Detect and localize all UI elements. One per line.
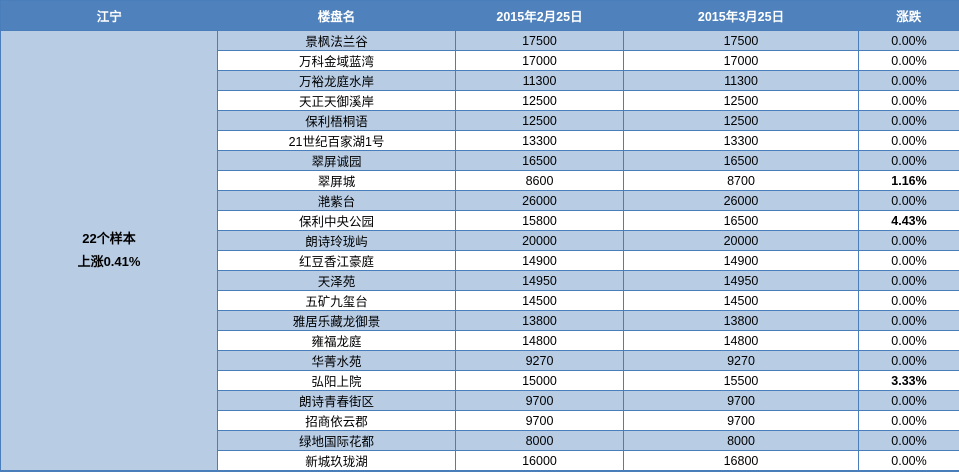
property-name-cell: 天泽苑: [218, 271, 456, 291]
price-feb-cell: 20000: [456, 231, 624, 251]
price-feb-cell: 15000: [456, 371, 624, 391]
header-change: 涨跌: [859, 1, 959, 31]
price-feb-cell: 14900: [456, 251, 624, 271]
price-feb-cell: 17500: [456, 31, 624, 51]
change-cell: 0.00%: [859, 151, 959, 171]
property-name-cell: 景枫法兰谷: [218, 31, 456, 51]
price-mar-cell: 14950: [624, 271, 859, 291]
change-cell: 0.00%: [859, 231, 959, 251]
price-feb-cell: 9700: [456, 391, 624, 411]
change-cell: 0.00%: [859, 31, 959, 51]
property-name-cell: 绿地国际花都: [218, 431, 456, 451]
price-mar-cell: 17000: [624, 51, 859, 71]
price-mar-cell: 20000: [624, 231, 859, 251]
price-feb-cell: 12500: [456, 91, 624, 111]
change-cell: 0.00%: [859, 191, 959, 211]
change-cell: 3.33%: [859, 371, 959, 391]
property-name-cell: 红豆香江豪庭: [218, 251, 456, 271]
change-cell: 0.00%: [859, 111, 959, 131]
change-cell: 0.00%: [859, 411, 959, 431]
price-feb-cell: 13300: [456, 131, 624, 151]
price-feb-cell: 13800: [456, 311, 624, 331]
property-name-cell: 弘阳上院: [218, 371, 456, 391]
table-header: 江宁 楼盘名 2015年2月25日 2015年3月25日 涨跌: [1, 1, 959, 31]
property-name-cell: 21世纪百家湖1号: [218, 131, 456, 151]
header-row: 江宁 楼盘名 2015年2月25日 2015年3月25日 涨跌: [1, 1, 959, 31]
price-mar-cell: 14500: [624, 291, 859, 311]
price-feb-cell: 12500: [456, 111, 624, 131]
price-mar-cell: 9700: [624, 391, 859, 411]
change-cell: 0.00%: [859, 71, 959, 91]
price-feb-cell: 14800: [456, 331, 624, 351]
property-name-cell: 五矿九玺台: [218, 291, 456, 311]
price-mar-cell: 12500: [624, 111, 859, 131]
price-mar-cell: 17500: [624, 31, 859, 51]
price-mar-cell: 16500: [624, 151, 859, 171]
property-name-cell: 招商依云郡: [218, 411, 456, 431]
property-name-cell: 万科金域蓝湾: [218, 51, 456, 71]
change-cell: 0.00%: [859, 351, 959, 371]
price-feb-cell: 16500: [456, 151, 624, 171]
change-cell: 0.00%: [859, 251, 959, 271]
price-feb-cell: 11300: [456, 71, 624, 91]
change-cell: 4.43%: [859, 211, 959, 231]
property-name-cell: 天正天御溪岸: [218, 91, 456, 111]
sample-summary-line: 22个样本: [3, 228, 215, 251]
property-name-cell: 保利中央公园: [218, 211, 456, 231]
change-cell: 0.00%: [859, 331, 959, 351]
change-cell: 0.00%: [859, 91, 959, 111]
property-name-cell: 翠屏诚园: [218, 151, 456, 171]
sample-summary-cell: 22个样本上涨0.41%: [1, 31, 218, 472]
price-mar-cell: 8700: [624, 171, 859, 191]
header-region: 江宁: [1, 1, 218, 31]
price-mar-cell: 9270: [624, 351, 859, 371]
change-cell: 0.00%: [859, 51, 959, 71]
price-feb-cell: 8600: [456, 171, 624, 191]
price-mar-cell: 12500: [624, 91, 859, 111]
price-feb-cell: 8000: [456, 431, 624, 451]
price-mar-cell: 11300: [624, 71, 859, 91]
property-name-cell: 雅居乐藏龙御景: [218, 311, 456, 331]
price-feb-cell: 14500: [456, 291, 624, 311]
change-cell: 0.00%: [859, 271, 959, 291]
price-mar-cell: 14800: [624, 331, 859, 351]
header-date-mar: 2015年3月25日: [624, 1, 859, 31]
sample-summary-line: 上涨0.41%: [3, 251, 215, 274]
price-feb-cell: 9700: [456, 411, 624, 431]
price-feb-cell: 15800: [456, 211, 624, 231]
price-mar-cell: 8000: [624, 431, 859, 451]
change-cell: 1.16%: [859, 171, 959, 191]
property-name-cell: 万裕龙庭水岸: [218, 71, 456, 91]
price-feb-cell: 17000: [456, 51, 624, 71]
change-cell: 0.00%: [859, 391, 959, 411]
property-name-cell: 朗诗玲珑屿: [218, 231, 456, 251]
price-mar-cell: 14900: [624, 251, 859, 271]
header-date-feb: 2015年2月25日: [456, 1, 624, 31]
price-mar-cell: 13300: [624, 131, 859, 151]
property-name-cell: 保利梧桐语: [218, 111, 456, 131]
price-mar-cell: 13800: [624, 311, 859, 331]
property-name-cell: 朗诗青春街区: [218, 391, 456, 411]
price-mar-cell: 15500: [624, 371, 859, 391]
property-name-cell: 雍福龙庭: [218, 331, 456, 351]
change-cell: 0.00%: [859, 311, 959, 331]
change-cell: 0.00%: [859, 291, 959, 311]
property-name-cell: 华菁水苑: [218, 351, 456, 371]
price-mar-cell: 9700: [624, 411, 859, 431]
change-cell: 0.00%: [859, 131, 959, 151]
price-mar-cell: 16500: [624, 211, 859, 231]
property-name-cell: 滟紫台: [218, 191, 456, 211]
price-feb-cell: 26000: [456, 191, 624, 211]
property-name-cell: 翠屏城: [218, 171, 456, 191]
price-feb-cell: 9270: [456, 351, 624, 371]
change-cell: 0.00%: [859, 431, 959, 451]
price-mar-cell: 26000: [624, 191, 859, 211]
header-property-name: 楼盘名: [218, 1, 456, 31]
price-feb-cell: 14950: [456, 271, 624, 291]
